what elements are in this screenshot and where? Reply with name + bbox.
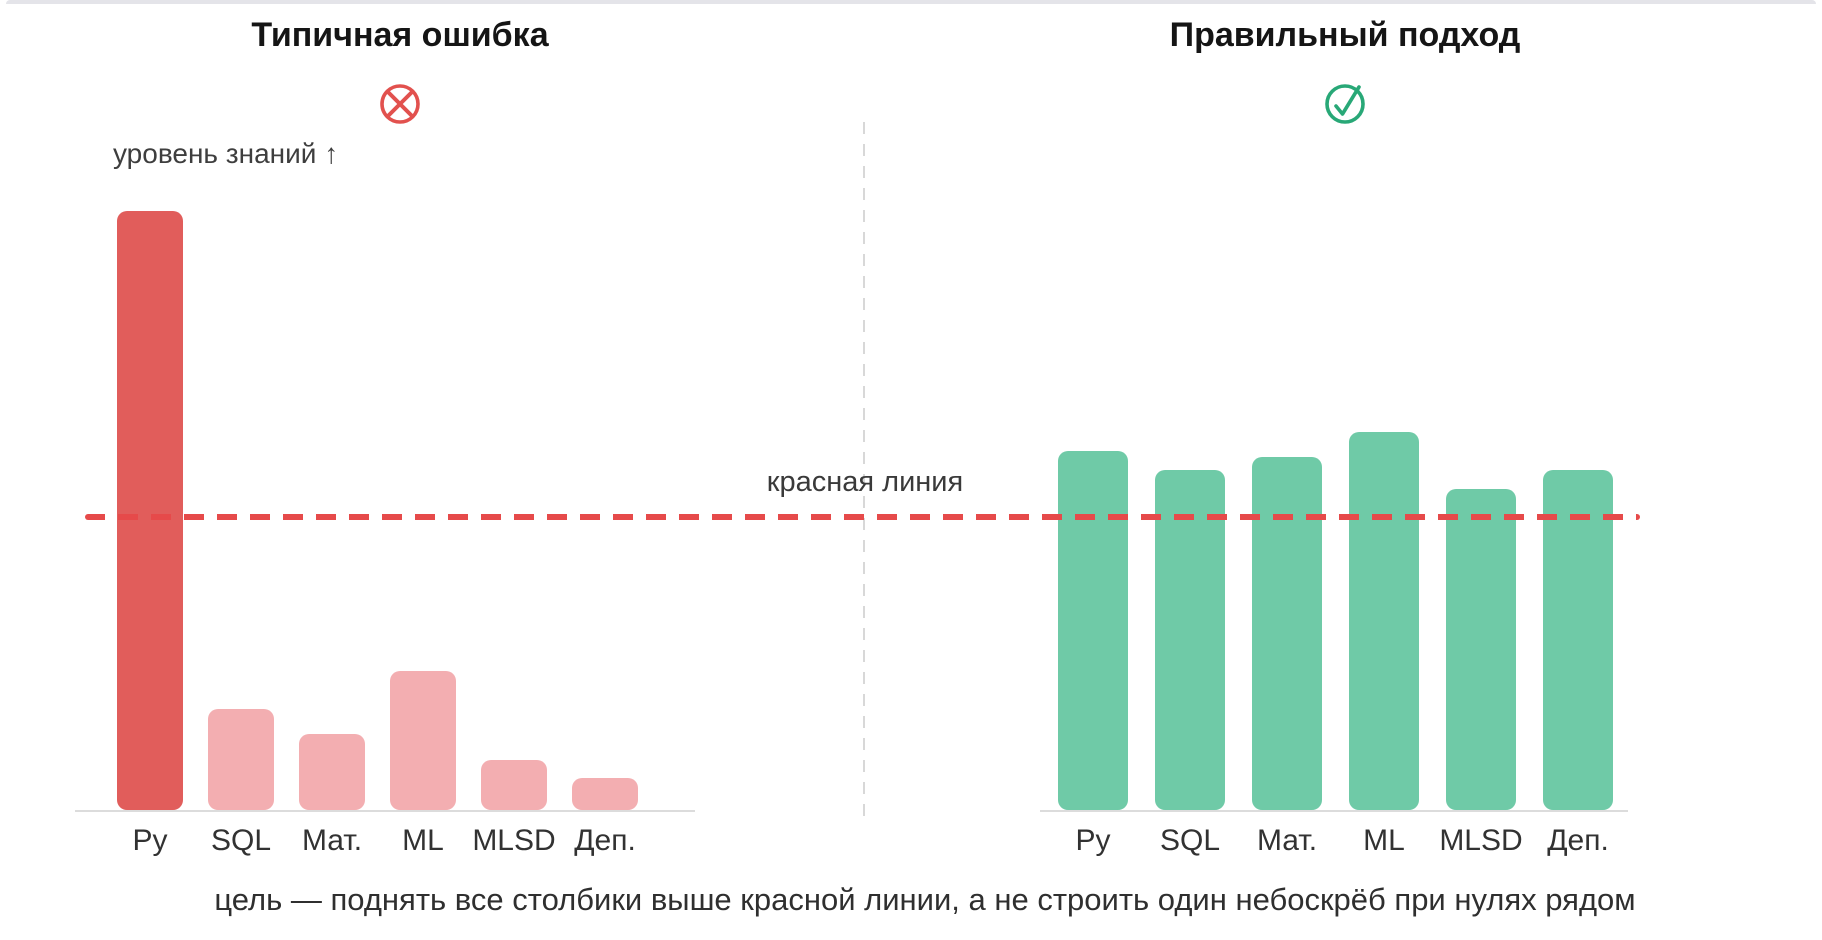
- bar-Деп.: [572, 778, 638, 810]
- x-tick-label-SQL: SQL: [1159, 824, 1221, 857]
- red-line-label: красная линия: [766, 466, 964, 498]
- bar-MLSD: [481, 760, 547, 810]
- x-tick-label-Py: Py: [1075, 824, 1111, 857]
- bottom-caption: цель — поднять все столбики выше красной…: [214, 882, 1636, 917]
- left-panel-title: Типичная ошибка: [251, 16, 549, 54]
- x-tick-label-Деп.: Деп.: [1547, 824, 1609, 857]
- bar-ML: [1349, 432, 1419, 810]
- error-circle-x-icon: [378, 82, 422, 126]
- right-x-axis-line: [1040, 810, 1628, 812]
- bar-SQL: [1155, 470, 1225, 810]
- bar-ML: [390, 671, 456, 810]
- chart-correct-approach: Py SQL Мат. ML MLSD Деп.: [1058, 180, 1613, 857]
- x-tick-label-Py: Py: [132, 824, 168, 857]
- bar-SQL: [208, 709, 274, 810]
- x-tick-label-ML: ML: [1363, 824, 1405, 857]
- bar-MLSD: [1446, 489, 1516, 810]
- left-x-axis-line: [75, 810, 695, 812]
- bar-Py: [117, 211, 183, 810]
- right-panel-title: Правильный подход: [1169, 16, 1521, 54]
- chart-typical-mistake: Py SQL Мат. ML MLSD Деп.: [117, 180, 638, 857]
- check-circle-icon: [1323, 82, 1367, 126]
- x-tick-label-ML: ML: [402, 824, 444, 857]
- bar-Py: [1058, 451, 1128, 810]
- bar-Мат.: [1252, 457, 1322, 810]
- x-tick-label-Мат.: Мат.: [301, 824, 363, 857]
- x-tick-label-SQL: SQL: [210, 824, 272, 857]
- red-threshold-dashed-line: [85, 514, 1640, 520]
- y-axis-label: уровень знаний ↑: [113, 138, 339, 169]
- window-top-edge: [6, 0, 1816, 4]
- panel-divider-dashed-line: [863, 122, 865, 820]
- x-tick-label-Мат.: Мат.: [1256, 824, 1318, 857]
- bar-Деп.: [1543, 470, 1613, 810]
- x-tick-label-MLSD: MLSD: [472, 824, 556, 857]
- x-tick-label-Деп.: Деп.: [574, 824, 636, 857]
- bar-Мат.: [299, 734, 365, 810]
- x-tick-label-MLSD: MLSD: [1439, 824, 1523, 857]
